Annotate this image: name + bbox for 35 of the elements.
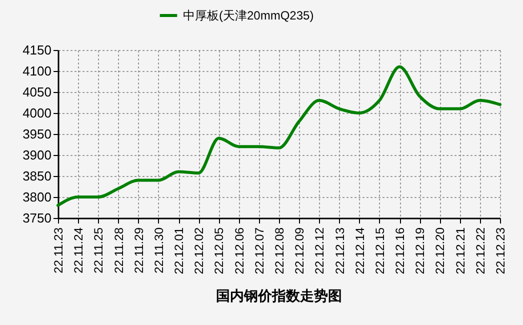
text: 国内钢价指数走势图 xyxy=(216,288,342,304)
x-tick-label: 22.12.08 xyxy=(272,227,286,274)
x-tick-label: 22.12.22 xyxy=(473,227,488,274)
x-tick-label: 22.11.24 xyxy=(72,227,86,274)
x-tick-label: 22.12.09 xyxy=(292,227,307,274)
x-tick-label: 22.12.19 xyxy=(413,227,428,274)
x-tick-label: 22.12.07 xyxy=(252,227,266,274)
x-tick-label: 22.12.16 xyxy=(393,227,408,274)
y-tick-label: 3950 xyxy=(22,126,52,142)
x-tick-label: 22.11.23 xyxy=(52,227,66,274)
x-tick-label: 22.12.14 xyxy=(352,227,367,274)
x-tick-label: 22.12.05 xyxy=(212,227,226,274)
x-tick-label: 22.12.15 xyxy=(372,227,387,274)
x-tick-label: 22.11.29 xyxy=(132,227,146,274)
x-tick-label: 22.11.25 xyxy=(92,227,106,274)
y-tick-label: 3800 xyxy=(22,190,52,204)
y-tick-label: 3750 xyxy=(22,210,52,226)
y-tick-label: 3900 xyxy=(22,148,52,162)
y-tick-label: 4100 xyxy=(22,64,52,78)
x-tick-label: 22.12.20 xyxy=(433,227,448,274)
legend-label: 中厚板(天津20mmQ235) xyxy=(183,8,314,22)
line-series xyxy=(56,65,502,207)
x-tick-label: 22.12.12 xyxy=(312,227,327,274)
x-tick-label: 22.12.23 xyxy=(494,227,508,274)
x-tick-label: 22.12.01 xyxy=(172,227,186,274)
y-tick-label: 4000 xyxy=(22,106,52,120)
x-tick-label: 22.12.02 xyxy=(192,227,206,274)
y-tick-label: 3850 xyxy=(22,168,52,184)
x-tick-label: 22.12.13 xyxy=(332,227,347,274)
x-tick-label: 22.11.30 xyxy=(152,227,166,274)
x-tick-label: 22.12.21 xyxy=(453,227,468,274)
y-tick-label: 4050 xyxy=(22,84,52,100)
x-tick-label: 22.12.06 xyxy=(232,227,246,274)
y-tick-label: 4150 xyxy=(22,42,52,58)
x-tick-label: 22.11.28 xyxy=(112,227,126,274)
